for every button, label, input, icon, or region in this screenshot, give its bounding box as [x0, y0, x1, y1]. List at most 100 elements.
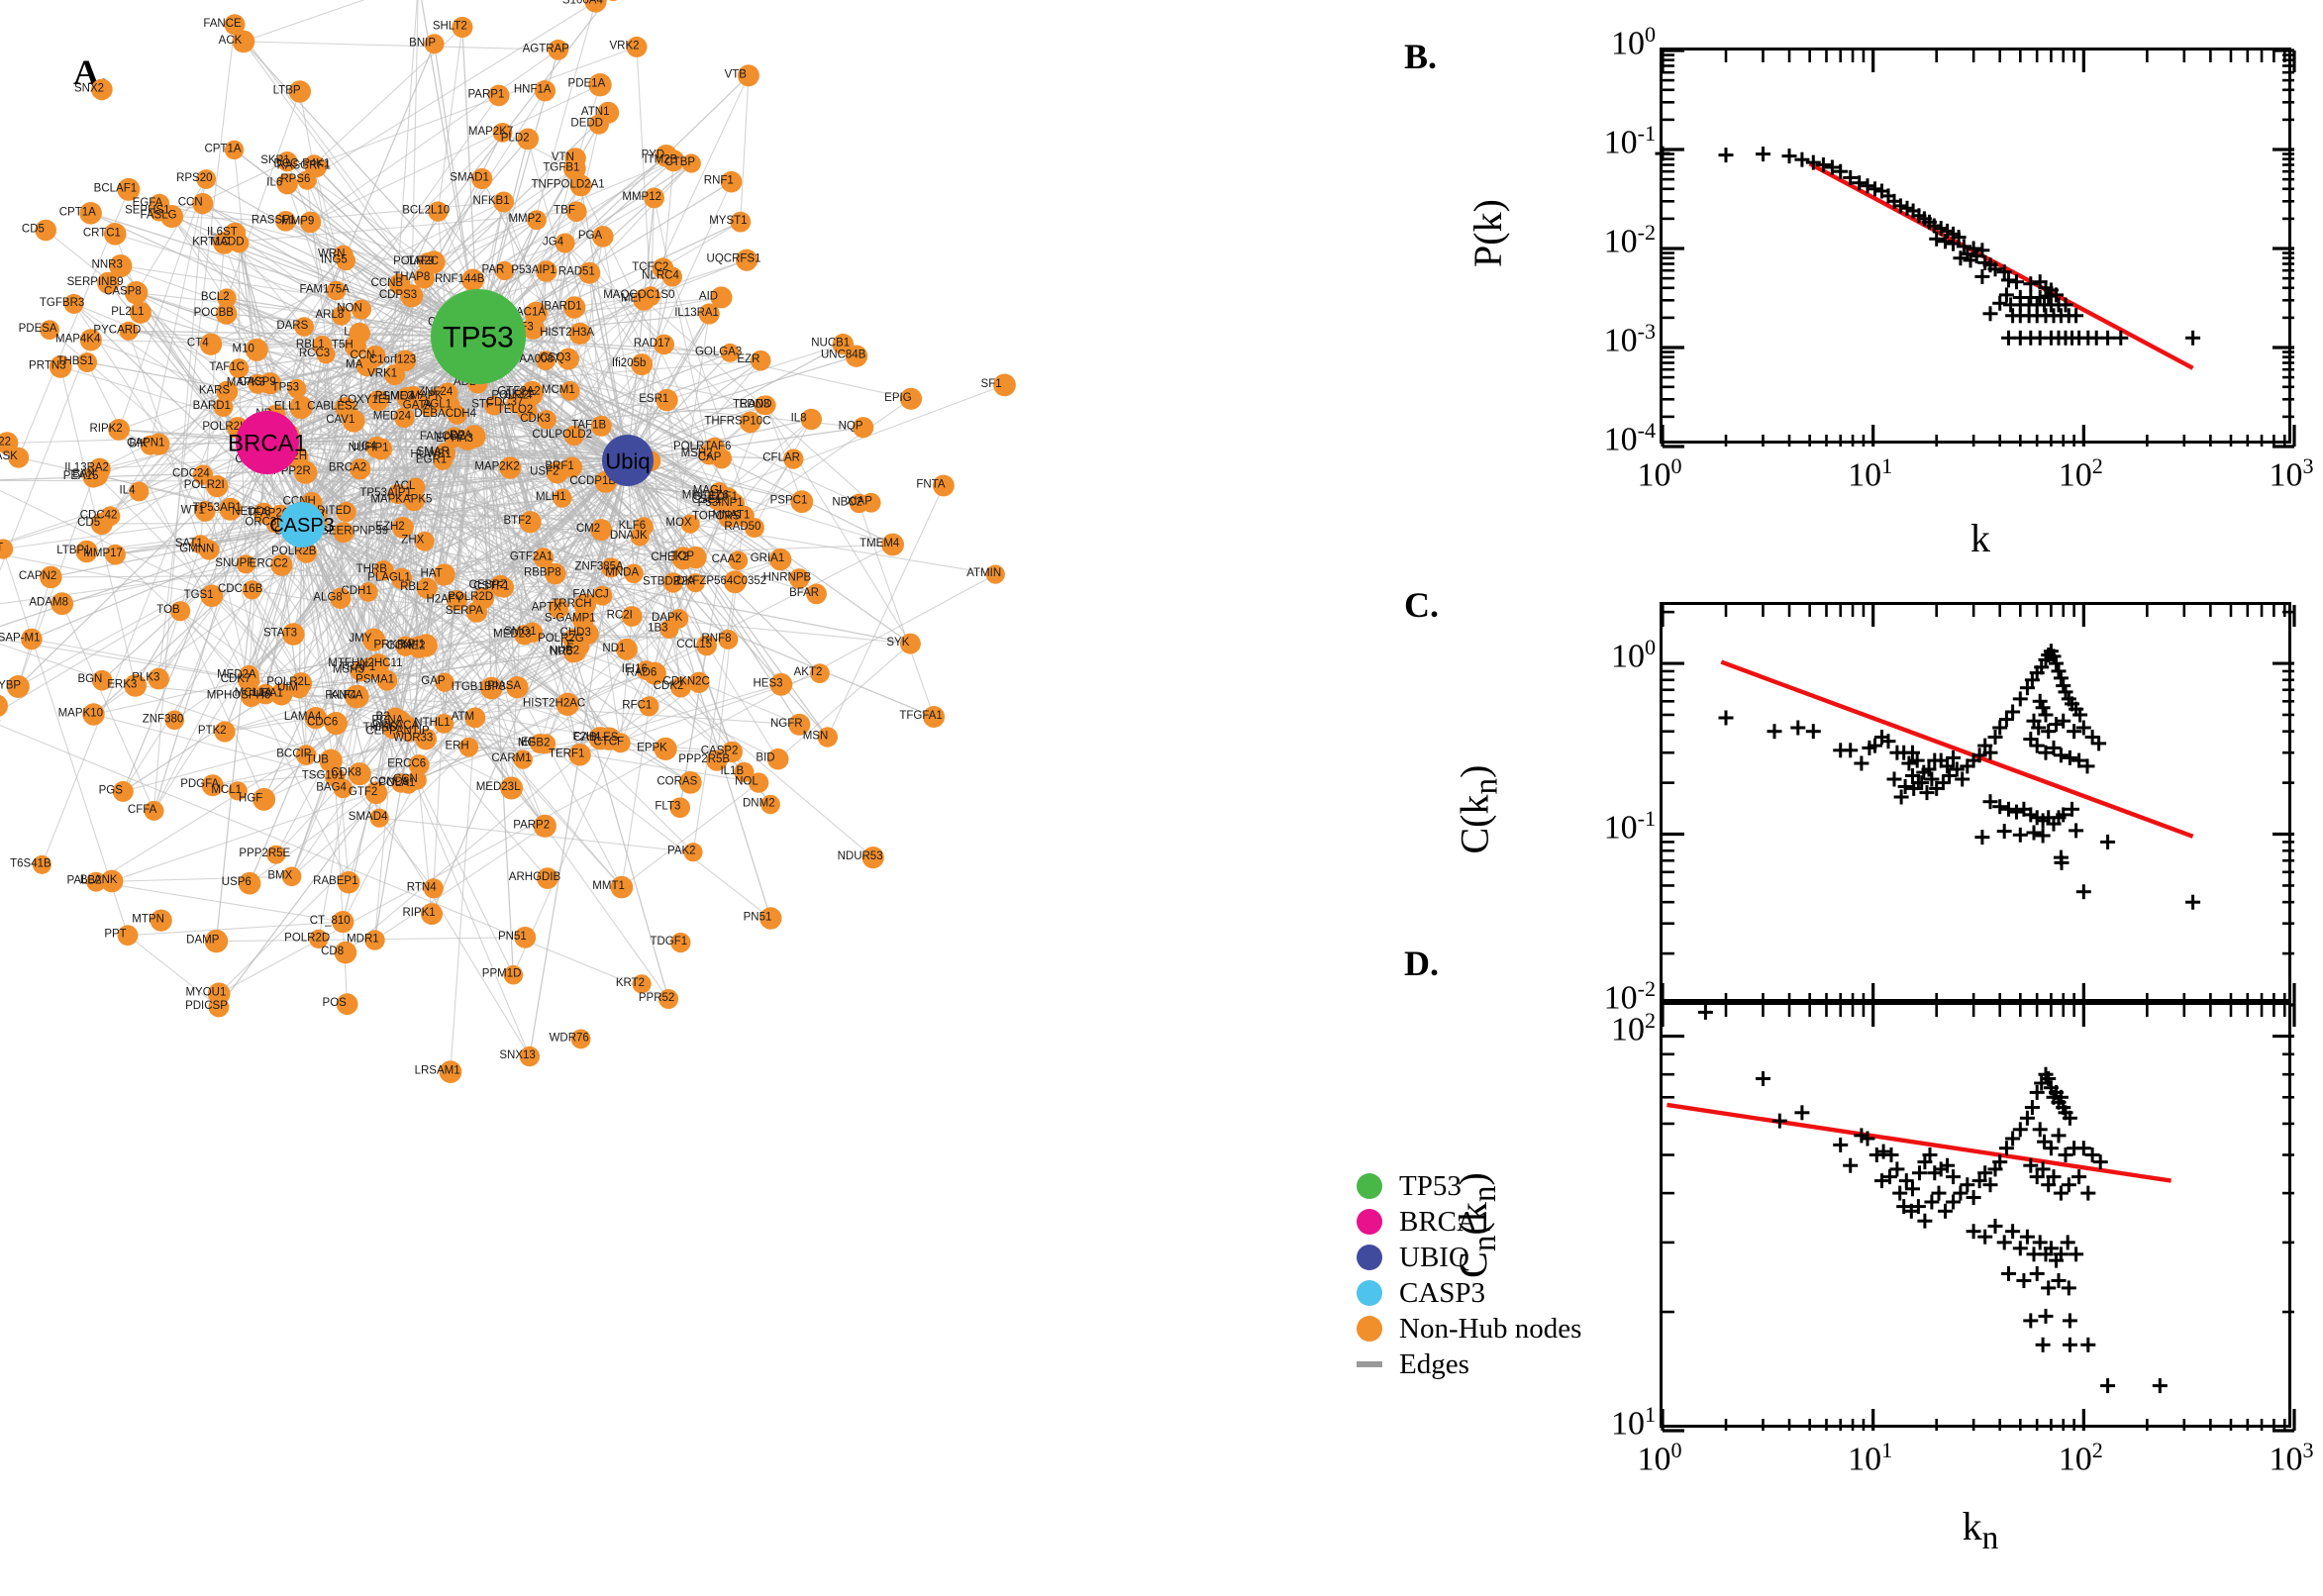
hub-node-casp3[interactable]	[279, 502, 325, 548]
network-node[interactable]	[720, 170, 743, 193]
network-node[interactable]	[644, 187, 664, 209]
network-node[interactable]	[588, 114, 609, 135]
network-node[interactable]	[32, 854, 51, 874]
network-node[interactable]	[350, 458, 371, 480]
network-node[interactable]	[444, 427, 465, 449]
network-node[interactable]	[462, 425, 486, 449]
network-node[interactable]	[238, 871, 261, 895]
network-node[interactable]	[414, 531, 435, 551]
network-node[interactable]	[601, 557, 622, 578]
network-node[interactable]	[408, 754, 430, 775]
network-node[interactable]	[610, 733, 631, 753]
network-node[interactable]	[164, 710, 185, 731]
network-node[interactable]	[289, 679, 309, 699]
network-node[interactable]	[192, 193, 214, 215]
network-node[interactable]	[216, 380, 239, 403]
network-node[interactable]	[103, 223, 127, 246]
network-node[interactable]	[150, 909, 172, 932]
network-node[interactable]	[112, 780, 134, 802]
network-node[interactable]	[91, 78, 113, 101]
network-node[interactable]	[245, 338, 268, 361]
network-node[interactable]	[564, 148, 586, 169]
network-node[interactable]	[610, 875, 634, 899]
network-node[interactable]	[514, 625, 535, 646]
network-node[interactable]	[421, 903, 443, 926]
network-node[interactable]	[241, 685, 262, 708]
network-node[interactable]	[387, 483, 408, 505]
network-node[interactable]	[698, 303, 720, 325]
network-node[interactable]	[434, 714, 454, 734]
network-node[interactable]	[506, 676, 529, 699]
network-node[interactable]	[592, 226, 614, 248]
network-node[interactable]	[82, 703, 105, 726]
network-node[interactable]	[750, 349, 771, 371]
network-node[interactable]	[706, 749, 728, 771]
network-node[interactable]	[533, 814, 556, 838]
network-node[interactable]	[199, 333, 223, 355]
network-node[interactable]	[288, 80, 311, 103]
network-node[interactable]	[50, 592, 74, 616]
network-node[interactable]	[718, 506, 740, 528]
network-node[interactable]	[899, 387, 923, 410]
network-node[interactable]	[458, 737, 479, 757]
network-node[interactable]	[499, 456, 522, 479]
network-node[interactable]	[681, 153, 701, 173]
network-node[interactable]	[415, 728, 437, 750]
network-node[interactable]	[194, 501, 216, 522]
network-node[interactable]	[461, 268, 484, 292]
network-node[interactable]	[631, 353, 654, 376]
network-node[interactable]	[367, 390, 389, 412]
network-node[interactable]	[435, 672, 454, 692]
network-node[interactable]	[0, 694, 8, 717]
network-node[interactable]	[355, 355, 377, 377]
network-node[interactable]	[100, 869, 124, 893]
network-node[interactable]	[578, 261, 601, 284]
network-node[interactable]	[333, 245, 354, 265]
hub-node-brca1[interactable]	[236, 411, 299, 474]
network-node[interactable]	[783, 449, 804, 469]
network-node[interactable]	[861, 847, 884, 869]
network-node[interactable]	[369, 808, 389, 828]
network-node[interactable]	[150, 193, 170, 214]
network-node[interactable]	[332, 911, 354, 934]
network-node[interactable]	[108, 419, 130, 441]
network-node[interactable]	[49, 355, 72, 378]
network-node[interactable]	[536, 260, 557, 282]
network-node[interactable]	[275, 211, 296, 232]
network-node[interactable]	[270, 553, 293, 576]
network-node[interactable]	[670, 676, 692, 698]
network-node[interactable]	[632, 974, 652, 994]
network-node[interactable]	[384, 364, 406, 386]
network-node[interactable]	[757, 395, 776, 416]
network-node[interactable]	[447, 590, 467, 611]
network-node[interactable]	[413, 267, 435, 289]
network-node[interactable]	[86, 871, 106, 892]
network-node[interactable]	[391, 567, 413, 590]
network-node[interactable]	[236, 554, 255, 574]
network-graph[interactable]: ARL8 TAF1C GATA MAGI MCL1A ALG8 RNF144B C1orf12…	[0, 0, 1386, 1596]
network-node[interactable]	[416, 577, 438, 599]
network-node[interactable]	[520, 383, 544, 407]
network-node[interactable]	[760, 794, 780, 815]
network-node[interactable]	[548, 598, 569, 619]
network-node[interactable]	[90, 512, 114, 536]
network-node[interactable]	[590, 519, 613, 542]
network-node[interactable]	[342, 409, 365, 433]
network-node[interactable]	[124, 674, 148, 697]
network-node[interactable]	[299, 211, 322, 234]
network-node[interactable]	[362, 628, 386, 651]
network-node[interactable]	[534, 80, 556, 102]
network-node[interactable]	[678, 771, 702, 794]
network-node[interactable]	[452, 16, 473, 39]
network-node[interactable]	[810, 663, 830, 683]
network-node[interactable]	[214, 721, 236, 743]
network-node[interactable]	[577, 623, 599, 645]
network-node[interactable]	[35, 219, 56, 242]
network-node[interactable]	[414, 634, 438, 657]
network-node[interactable]	[923, 706, 946, 728]
network-node[interactable]	[238, 669, 260, 692]
network-node[interactable]	[403, 489, 426, 512]
network-node[interactable]	[88, 457, 111, 480]
network-node[interactable]	[519, 511, 542, 534]
network-node[interactable]	[334, 941, 357, 964]
